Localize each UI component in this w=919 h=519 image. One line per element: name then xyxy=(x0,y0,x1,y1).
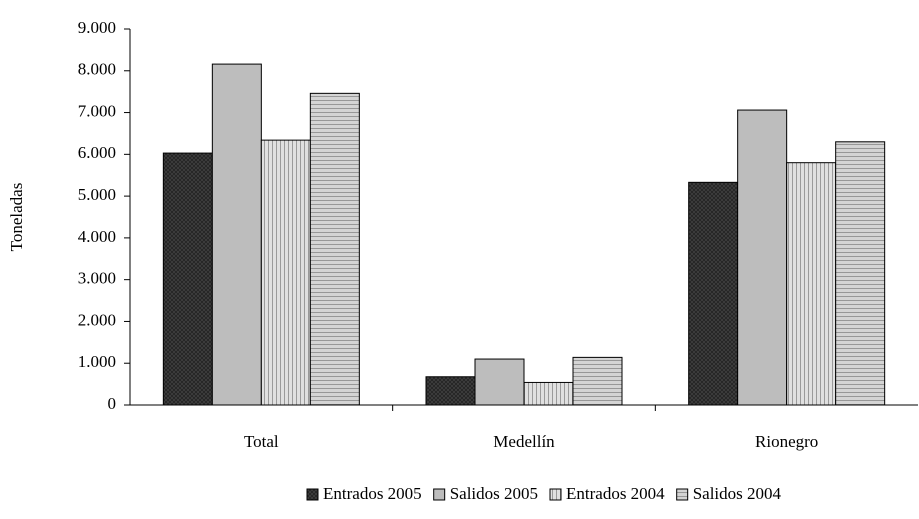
bar xyxy=(688,181,739,406)
bar xyxy=(786,162,837,406)
y-axis-label: Toneladas xyxy=(7,183,26,252)
bar xyxy=(474,358,525,406)
y-tick-label: 9.000 xyxy=(78,18,116,37)
y-tick-label: 4.000 xyxy=(78,227,116,246)
legend-label: Salidos 2004 xyxy=(693,484,782,503)
bar xyxy=(162,152,213,406)
bar xyxy=(835,141,886,406)
bar xyxy=(260,139,311,406)
legend-label: Entrados 2005 xyxy=(323,484,422,503)
legend-label: Entrados 2004 xyxy=(566,484,665,503)
y-tick-label: 1.000 xyxy=(78,352,116,371)
y-tick-label: 8.000 xyxy=(78,60,116,79)
y-tick-label: 6.000 xyxy=(78,143,116,162)
bar xyxy=(737,109,788,406)
bar xyxy=(425,376,476,406)
legend-swatch xyxy=(433,488,446,501)
legend-swatch xyxy=(676,488,689,501)
bar xyxy=(211,63,262,406)
x-tick-label: Medellín xyxy=(493,432,555,451)
legend-swatch xyxy=(549,488,562,501)
bar xyxy=(523,381,574,406)
y-tick-label: 2.000 xyxy=(78,310,116,329)
bar xyxy=(309,92,360,406)
bar xyxy=(572,356,623,406)
y-tick-label: 5.000 xyxy=(78,185,116,204)
y-tick-label: 3.000 xyxy=(78,269,116,288)
x-tick-label: Total xyxy=(244,432,279,451)
x-tick-label: Rionegro xyxy=(755,432,818,451)
y-tick-label: 7.000 xyxy=(78,101,116,120)
legend-label: Salidos 2005 xyxy=(450,484,538,503)
y-tick-label: 0 xyxy=(108,394,117,413)
legend-swatch xyxy=(306,488,319,501)
